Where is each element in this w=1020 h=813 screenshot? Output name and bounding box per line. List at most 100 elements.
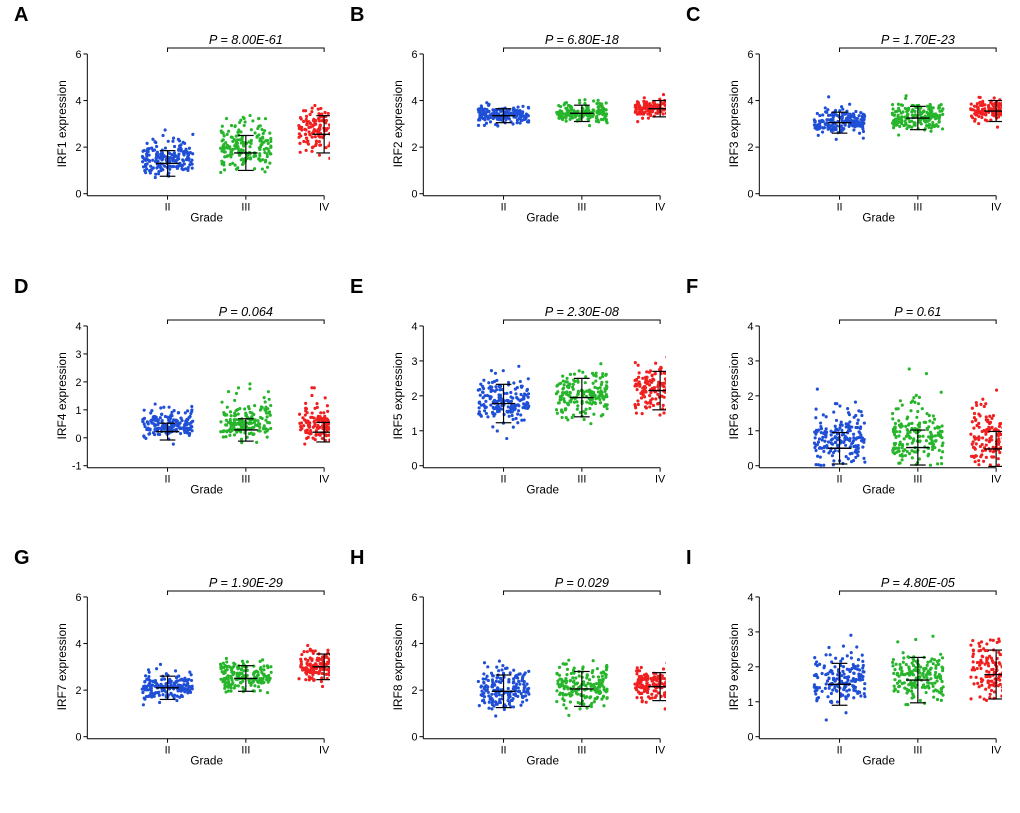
y-axis-title: IRF8 expression	[392, 624, 405, 711]
svg-text:6: 6	[411, 592, 417, 604]
svg-text:0: 0	[411, 460, 417, 472]
x-axis-title: Grade	[526, 754, 559, 767]
svg-text:II: II	[837, 202, 843, 214]
svg-text:2: 2	[411, 685, 417, 697]
svg-text:0: 0	[747, 460, 753, 472]
y-axis-title: IRF1 expression	[56, 80, 69, 167]
scatter-plot: 01234IIIIIIVGradeIRF9 expressionP = 4.80…	[728, 577, 1002, 767]
group-IV	[298, 373, 330, 445]
svg-text:II: II	[501, 202, 507, 214]
panel-E: E01234IIIIIIVGradeIRF5 expressionP = 2.3…	[346, 276, 674, 536]
plot-area: 0246IIIIIIVGradeIRF3 expressionP = 1.70E…	[728, 34, 1002, 224]
y-axis-title: IRF6 expression	[728, 352, 741, 439]
p-value-text: P = 1.90E-29	[209, 577, 283, 590]
group-IV	[297, 94, 330, 160]
svg-text:III: III	[241, 202, 250, 214]
scatter-plot: 0246IIIIIIVGradeIRF2 expressionP = 6.80E…	[392, 34, 666, 224]
svg-text:2: 2	[411, 142, 417, 154]
svg-text:III: III	[577, 202, 586, 214]
x-axis-title: Grade	[190, 754, 223, 767]
svg-text:2: 2	[747, 662, 753, 674]
panel-G: G0246IIIIIIVGradeIRF7 expressionP = 1.90…	[10, 547, 338, 807]
p-value-text: P = 0.61	[894, 306, 941, 319]
group-IV	[633, 347, 666, 430]
svg-text:1: 1	[411, 425, 417, 437]
scatter-plot: 01234IIIIIIVGradeIRF6 expressionP = 0.61	[728, 306, 1002, 496]
group-IV	[969, 633, 1002, 714]
svg-text:4: 4	[747, 592, 753, 604]
panel-A: A0246IIIIIIVGradeIRF1 expressionP = 8.00…	[10, 4, 338, 264]
panel-D: D-101234IIIIIIVGradeIRF4 expressionP = 0…	[10, 276, 338, 536]
errorbar	[906, 658, 929, 703]
panel-letter: A	[14, 4, 28, 27]
panel-letter: E	[350, 276, 363, 299]
y-axis-title: IRF9 expression	[728, 624, 741, 711]
svg-text:IV: IV	[655, 473, 666, 485]
panel-grid: A0246IIIIIIVGradeIRF1 expressionP = 8.00…	[10, 4, 1010, 807]
svg-text:6: 6	[411, 49, 417, 61]
svg-text:IV: IV	[319, 745, 330, 757]
group-IV	[634, 92, 666, 123]
plot-area: 0246IIIIIIVGradeIRF1 expressionP = 8.00E…	[56, 34, 330, 224]
panel-letter: C	[686, 4, 700, 27]
svg-text:6: 6	[75, 592, 81, 604]
scatter-plot: -101234IIIIIIVGradeIRF4 expressionP = 0.…	[56, 306, 330, 496]
y-axis-title: IRF2 expression	[392, 80, 405, 167]
plot-area: 01234IIIIIIVGradeIRF6 expressionP = 0.61	[728, 306, 1002, 496]
scatter-plot: 0246IIIIIIVGradeIRF8 expressionP = 0.029	[392, 577, 666, 767]
panel-B: B0246IIIIIIVGradeIRF2 expressionP = 6.80…	[346, 4, 674, 264]
svg-text:III: III	[241, 473, 250, 485]
svg-text:3: 3	[75, 348, 81, 360]
svg-text:4: 4	[411, 95, 417, 107]
x-axis-title: Grade	[190, 211, 223, 224]
svg-text:II: II	[837, 745, 843, 757]
svg-text:1: 1	[75, 404, 81, 416]
svg-text:II: II	[837, 473, 843, 485]
svg-text:0: 0	[75, 432, 81, 444]
svg-text:0: 0	[411, 189, 417, 201]
scatter-plot: 0246IIIIIIVGradeIRF7 expressionP = 1.90E…	[56, 577, 330, 767]
svg-text:4: 4	[75, 639, 81, 651]
scatter-plot: 0246IIIIIIVGradeIRF1 expressionP = 8.00E…	[56, 34, 330, 224]
group-IV	[969, 386, 1002, 467]
plot-area: 0246IIIIIIVGradeIRF7 expressionP = 1.90E…	[56, 577, 330, 767]
p-value-text: P = 2.30E-08	[545, 306, 620, 319]
svg-text:II: II	[501, 473, 507, 485]
svg-text:0: 0	[747, 732, 753, 744]
svg-text:4: 4	[747, 95, 753, 107]
svg-text:2: 2	[747, 142, 753, 154]
group-IV	[633, 661, 666, 710]
svg-text:IV: IV	[991, 745, 1002, 757]
plot-area: 0246IIIIIIVGradeIRF8 expressionP = 0.029	[392, 577, 666, 767]
panel-letter: G	[14, 547, 30, 570]
scatter-plot: 01234IIIIIIVGradeIRF5 expressionP = 2.30…	[392, 306, 666, 496]
svg-text:III: III	[913, 745, 922, 757]
svg-text:3: 3	[747, 355, 753, 367]
svg-text:0: 0	[747, 189, 753, 201]
svg-text:IV: IV	[991, 473, 1002, 485]
x-axis-title: Grade	[862, 211, 895, 224]
svg-text:6: 6	[747, 49, 753, 61]
svg-text:III: III	[913, 473, 922, 485]
panel-I: I01234IIIIIIVGradeIRF9 expressionP = 4.8…	[682, 547, 1010, 807]
svg-text:2: 2	[75, 685, 81, 697]
svg-text:4: 4	[411, 639, 417, 651]
scatter-figure: A0246IIIIIIVGradeIRF1 expressionP = 8.00…	[0, 0, 1020, 813]
y-axis-title: IRF4 expression	[56, 352, 69, 439]
p-value-text: P = 0.029	[555, 577, 609, 590]
svg-text:4: 4	[747, 321, 753, 333]
panel-F: F01234IIIIIIVGradeIRF6 expressionP = 0.6…	[682, 276, 1010, 536]
y-axis-title: IRF5 expression	[392, 352, 405, 439]
svg-text:4: 4	[75, 321, 81, 333]
svg-text:2: 2	[411, 390, 417, 402]
panel-letter: H	[350, 547, 364, 570]
p-value-text: P = 4.80E-05	[881, 577, 956, 590]
svg-text:IV: IV	[319, 202, 330, 214]
svg-text:II: II	[165, 745, 171, 757]
svg-text:2: 2	[75, 376, 81, 388]
svg-text:IV: IV	[655, 202, 666, 214]
svg-text:1: 1	[747, 697, 753, 709]
x-axis-title: Grade	[526, 482, 559, 495]
svg-text:6: 6	[75, 49, 81, 61]
p-value-text: P = 1.70E-23	[881, 34, 956, 47]
